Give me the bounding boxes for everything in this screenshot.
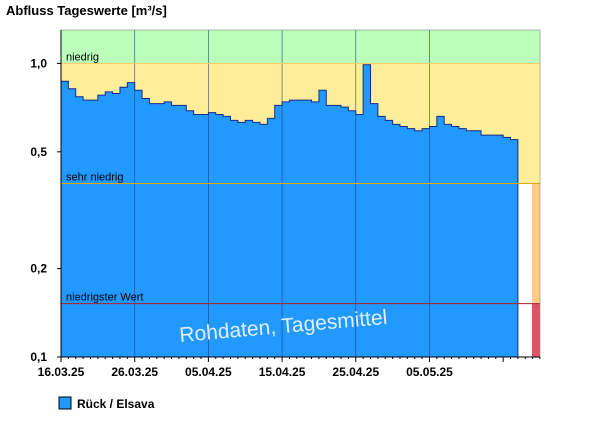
x-tick-label: 05.04.25 [185,365,232,379]
status-strip-upper [532,183,540,304]
y-tick-label: 0,2 [30,262,47,276]
axes: 1,0 0,5 0,2 0,116.03.25 26.03.25 05.04.25 15.0… [30,30,541,379]
threshold-label: niedrigster Wert [66,292,143,304]
chart-title: Abfluss Tageswerte [m³/s] [6,3,167,18]
threshold-label: niedrig [66,51,99,63]
legend-swatch [58,396,72,410]
status-strip-lower [532,303,540,357]
x-tick-label: 25.04.25 [332,365,379,379]
x-tick-label: 15.04.25 [259,365,306,379]
x-tick-label: 26.03.25 [111,365,158,379]
y-tick-label: 0,5 [30,145,47,159]
discharge-area [61,64,518,357]
threshold-label: sehr niedrig [66,171,123,183]
legend: Rück / Elsava [58,396,155,411]
y-tick-label: 0,1 [30,350,47,364]
band-niedrig-top [61,30,540,64]
x-tick-label: 16.03.25 [38,365,85,379]
x-tick-label: 05.05.25 [406,365,453,379]
legend-label: Rück / Elsava [77,397,155,411]
y-tick-label: 1,0 [30,56,47,70]
